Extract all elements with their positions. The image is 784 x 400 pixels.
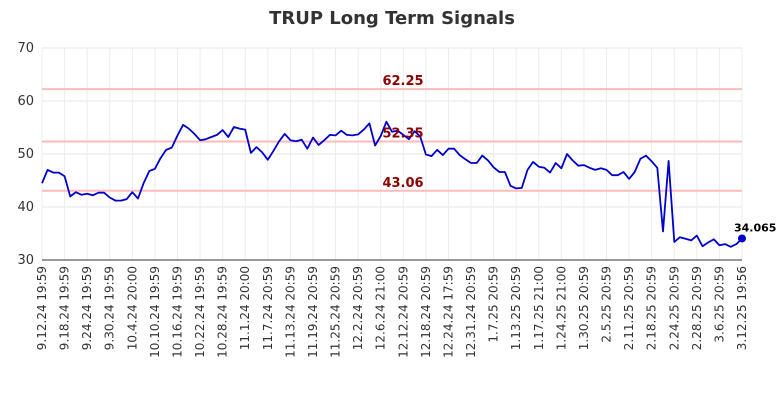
x-tick-label: 10.22.24 19:59 bbox=[193, 266, 207, 358]
x-tick-label: 12.18.24 20:59 bbox=[419, 266, 433, 358]
x-tick-label: 12.24.24 17:59 bbox=[441, 266, 455, 358]
x-tick-label: 2.5.25 20:59 bbox=[600, 266, 614, 343]
chart-title: TRUP Long Term Signals bbox=[269, 8, 515, 29]
x-tick-label: 10.28.24 19:59 bbox=[216, 266, 230, 358]
x-tick-label: 9.30.24 19:59 bbox=[103, 266, 117, 350]
x-tick-label: 11.1.24 20:00 bbox=[238, 266, 252, 350]
y-tick-label: 30 bbox=[17, 253, 34, 268]
price-line bbox=[41, 120, 743, 248]
x-tick-label: 9.24.24 19:59 bbox=[80, 266, 94, 350]
signal-line-label: 43.06 bbox=[382, 176, 423, 191]
x-tick-label: 12.6.24 21:00 bbox=[374, 266, 388, 350]
x-tick-label: 3.12.25 19:56 bbox=[735, 266, 749, 350]
x-tick-label: 12.2.24 20:59 bbox=[351, 266, 365, 350]
x-tick-label: 2.18.25 20:59 bbox=[645, 266, 659, 350]
x-tick-label: 11.25.24 20:59 bbox=[329, 266, 343, 358]
x-tick-label: 11.13.24 20:59 bbox=[283, 266, 297, 358]
x-tick-label: 10.4.24 20:00 bbox=[125, 266, 139, 350]
x-tick-label: 2.24.25 20:59 bbox=[667, 266, 681, 350]
last-point-marker bbox=[738, 234, 746, 243]
x-tick-label: 2.28.25 20:59 bbox=[690, 266, 704, 350]
last-value-label: 34.065 bbox=[734, 221, 776, 234]
x-tick-label: 1.13.25 20:59 bbox=[509, 266, 523, 350]
x-tick-label: 9.12.24 19:59 bbox=[35, 266, 49, 350]
signal-line-label: 52.35 bbox=[382, 127, 423, 142]
x-tick-label: 1.30.25 20:59 bbox=[577, 266, 591, 350]
x-tick-label: 10.10.24 19:59 bbox=[148, 266, 162, 358]
y-tick-label: 50 bbox=[17, 147, 34, 162]
x-tick-label: 12.31.24 20:59 bbox=[464, 266, 478, 358]
y-tick-label: 40 bbox=[17, 200, 34, 215]
x-tick-label: 11.19.24 20:59 bbox=[306, 266, 320, 358]
x-tick-label: 9.18.24 19:59 bbox=[58, 266, 72, 350]
x-tick-label: 1.17.25 21:00 bbox=[532, 266, 546, 350]
y-tick-label: 70 bbox=[17, 41, 34, 56]
x-tick-label: 1.24.25 21:00 bbox=[554, 266, 568, 350]
x-tick-label: 12.12.24 20:59 bbox=[396, 266, 410, 358]
signal-line-label: 62.25 bbox=[382, 74, 423, 89]
y-tick-label: 60 bbox=[17, 94, 34, 109]
x-tick-label: 2.11.25 20:59 bbox=[622, 266, 636, 350]
x-tick-label: 1.7.25 20:59 bbox=[487, 266, 501, 343]
x-tick-label: 11.7.24 20:59 bbox=[261, 266, 275, 350]
x-tick-label: 10.16.24 19:59 bbox=[170, 266, 184, 358]
x-tick-label: 3.6.25 20:59 bbox=[712, 266, 726, 343]
